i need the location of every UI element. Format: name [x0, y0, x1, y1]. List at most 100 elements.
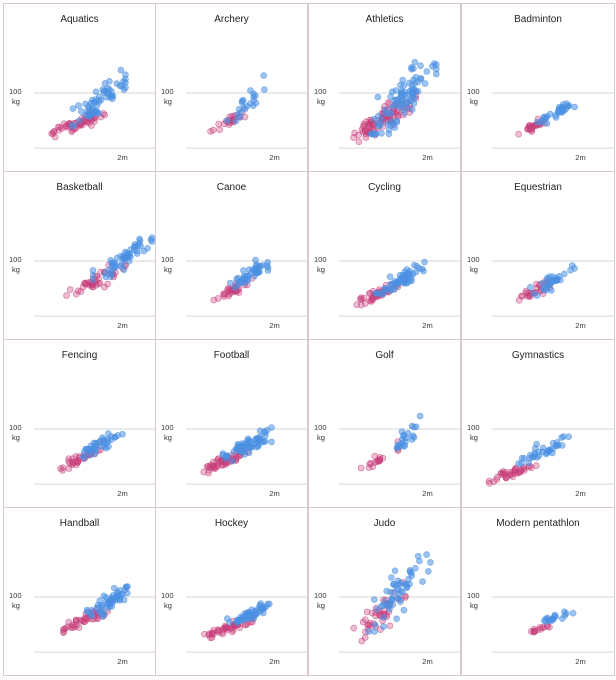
male-athlete-point	[224, 117, 231, 124]
male-athlete-point	[268, 438, 275, 446]
male-athlete-point	[379, 602, 387, 610]
male-athlete-point	[76, 117, 83, 124]
male-athlete-point	[389, 88, 396, 96]
female-athlete-point	[218, 629, 226, 636]
panel-title: Basketball	[56, 182, 103, 193]
male-athlete-point	[418, 265, 426, 273]
male-athlete-point	[130, 246, 138, 254]
male-athlete-point	[82, 100, 89, 108]
female-athlete-point	[523, 289, 530, 297]
panel-title: Canoe	[216, 182, 247, 193]
panel-football: Football 100 kg 2m	[155, 339, 308, 508]
male-athlete-point	[412, 423, 420, 431]
male-athlete-point	[558, 434, 565, 441]
x-tick-label: 2m	[575, 153, 585, 162]
male-athlete-point	[264, 267, 272, 274]
male-athlete-point	[421, 258, 428, 266]
male-athlete-point	[378, 130, 385, 137]
y-tick-label-unit: kg	[470, 97, 478, 106]
y-tick-label-unit: kg	[470, 433, 478, 442]
female-athlete-point	[355, 138, 363, 146]
female-athlete-point	[92, 281, 100, 289]
male-athlete-point	[410, 65, 417, 72]
male-athlete-point	[224, 615, 231, 622]
female-athlete-point	[201, 630, 208, 638]
y-tick-label-unit: kg	[164, 97, 172, 106]
male-athlete-point	[400, 606, 408, 614]
female-athlete-point	[65, 455, 72, 462]
male-athlete-point	[96, 597, 104, 605]
panel-aquatics: Aquatics 100 kg 2m	[3, 3, 156, 172]
x-tick-label: 2m	[422, 153, 432, 162]
x-tick-label: 2m	[269, 321, 279, 330]
female-athlete-point	[215, 629, 222, 636]
male-athlete-point	[118, 82, 125, 90]
panel-canoe: Canoe 100 kg 2m	[155, 171, 308, 340]
x-tick-label: 2m	[269, 657, 279, 666]
y-tick-label-unit: kg	[317, 265, 325, 274]
female-athlete-point	[208, 634, 216, 641]
panel-title: Cycling	[368, 182, 401, 193]
male-athlete-point	[260, 609, 267, 617]
male-athlete-point	[249, 102, 257, 109]
male-athlete-point	[235, 446, 243, 453]
male-athlete-point	[406, 568, 414, 576]
male-athlete-point	[423, 551, 430, 558]
male-athlete-point	[530, 290, 537, 297]
male-athlete-point	[371, 596, 378, 603]
male-athlete-point	[416, 412, 424, 420]
panel-title: Fencing	[61, 350, 98, 361]
male-athlete-point	[387, 110, 395, 117]
male-athlete-point	[526, 454, 534, 462]
male-athlete-point	[97, 607, 105, 615]
male-athlete-point	[107, 257, 114, 264]
male-athlete-point	[411, 58, 419, 66]
female-athlete-point	[357, 301, 365, 309]
x-tick-label: 2m	[117, 657, 127, 666]
male-athlete-point	[382, 110, 389, 117]
male-athlete-point	[410, 76, 417, 84]
male-athlete-point	[534, 118, 541, 126]
male-athlete-point	[381, 287, 388, 294]
female-athlete-point	[68, 128, 75, 135]
male-athlete-point	[546, 273, 554, 280]
panel-basketball: Basketball 100 kg 2m	[3, 171, 156, 340]
male-athlete-point	[543, 450, 550, 458]
x-tick-label: 2m	[422, 657, 432, 666]
male-athlete-point	[410, 94, 418, 102]
male-athlete-point	[399, 102, 407, 109]
male-athlete-point	[563, 610, 570, 617]
male-athlete-point	[555, 273, 563, 280]
male-athlete-point	[261, 86, 268, 93]
female-athlete-point	[379, 454, 387, 462]
female-athlete-point	[49, 130, 57, 137]
male-athlete-point	[401, 88, 408, 96]
male-athlete-point	[397, 81, 404, 89]
female-athlete-point	[357, 294, 365, 302]
male-athlete-point	[527, 284, 534, 291]
female-athlete-point	[101, 283, 108, 291]
female-athlete-point	[485, 477, 493, 485]
male-athlete-point	[252, 92, 259, 99]
female-athlete-point	[72, 618, 80, 625]
y-tick-label-unit: kg	[12, 265, 20, 274]
male-athlete-point	[90, 99, 98, 106]
panel-cycling: Cycling 100 kg 2m	[308, 171, 461, 340]
male-athlete-point	[552, 112, 559, 119]
female-athlete-point	[353, 301, 361, 309]
male-athlete-point	[423, 68, 431, 75]
y-tick-label-value: 100	[467, 87, 480, 96]
male-athlete-point	[373, 290, 380, 297]
female-athlete-point	[515, 469, 523, 476]
male-athlete-point	[122, 75, 129, 83]
male-athlete-point	[393, 615, 400, 623]
male-athlete-point	[385, 130, 393, 138]
x-tick-label: 2m	[575, 657, 585, 666]
male-athlete-point	[383, 587, 390, 595]
male-athlete-point	[417, 75, 424, 82]
y-tick-label-unit: kg	[470, 601, 478, 610]
